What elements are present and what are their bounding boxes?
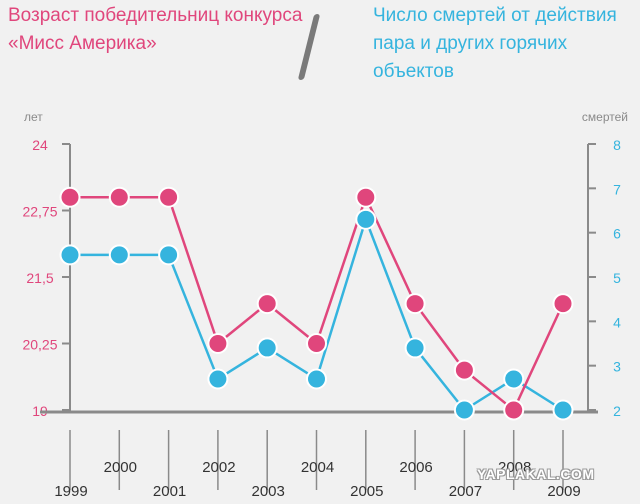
x-axis-tick-label: 2005 bbox=[350, 483, 383, 500]
data-point-age bbox=[306, 333, 327, 354]
data-point-deaths bbox=[453, 399, 475, 421]
x-axis-tick-label: 2009 bbox=[547, 483, 580, 500]
data-point-age bbox=[108, 186, 130, 208]
data-point-deaths bbox=[108, 244, 130, 266]
right-axis-tick-label: 2 bbox=[613, 403, 621, 419]
right-axis-tick-label: 6 bbox=[613, 226, 621, 242]
left-axis-tick-label: 24 bbox=[32, 137, 48, 153]
data-point-age bbox=[355, 186, 377, 208]
right-axis-tick-label: 3 bbox=[613, 359, 621, 375]
data-point-deaths bbox=[158, 244, 180, 266]
left-axis-tick-label: 22,75 bbox=[22, 204, 57, 220]
data-point-deaths bbox=[355, 208, 377, 230]
x-axis-tick-label: 2008 bbox=[498, 459, 531, 476]
right-axis-unit: смертей bbox=[581, 110, 628, 124]
x-axis-tick-label: 1999 bbox=[54, 483, 87, 500]
data-point-deaths bbox=[306, 368, 327, 390]
x-axis-tick-label: 2007 bbox=[449, 483, 482, 500]
watermark-text: YAPLAKAL.COM bbox=[477, 466, 595, 482]
data-point-age bbox=[552, 293, 574, 315]
x-axis-tick-label: 2000 bbox=[104, 459, 137, 476]
data-point-age bbox=[503, 399, 525, 421]
data-point-age bbox=[59, 186, 81, 208]
x-axis-tick-label: 2001 bbox=[153, 483, 186, 500]
left-axis-tick-label: 20,25 bbox=[22, 337, 57, 353]
x-axis-tick-label: 2003 bbox=[252, 483, 285, 500]
left-series-title: Возраст победительниц конкурса «Мисс Аме… bbox=[8, 5, 303, 54]
right-axis-tick-label: 8 bbox=[613, 137, 621, 153]
right-axis-tick-label: 7 bbox=[613, 181, 621, 197]
right-axis-tick-label: 5 bbox=[613, 270, 621, 286]
left-axis-tick-label: 21,5 bbox=[26, 270, 53, 286]
data-point-deaths bbox=[503, 368, 525, 390]
data-point-age bbox=[207, 333, 229, 354]
x-axis-tick-label: 2004 bbox=[301, 459, 334, 476]
data-point-deaths bbox=[404, 337, 426, 359]
right-axis-tick-label: 4 bbox=[613, 314, 621, 330]
data-point-deaths bbox=[256, 337, 278, 359]
data-point-age bbox=[256, 293, 278, 315]
x-axis-tick-label: 2002 bbox=[202, 459, 235, 476]
x-axis-tick-label: 2006 bbox=[399, 459, 432, 476]
data-point-age bbox=[158, 186, 180, 208]
data-point-deaths bbox=[207, 368, 229, 390]
data-point-deaths bbox=[552, 399, 574, 421]
data-point-age bbox=[453, 359, 475, 381]
left-axis-unit: лет bbox=[24, 110, 43, 124]
data-point-age bbox=[404, 293, 426, 315]
data-point-deaths bbox=[59, 244, 81, 266]
right-series-title: Число смертей от действия пара и других … bbox=[373, 5, 617, 82]
